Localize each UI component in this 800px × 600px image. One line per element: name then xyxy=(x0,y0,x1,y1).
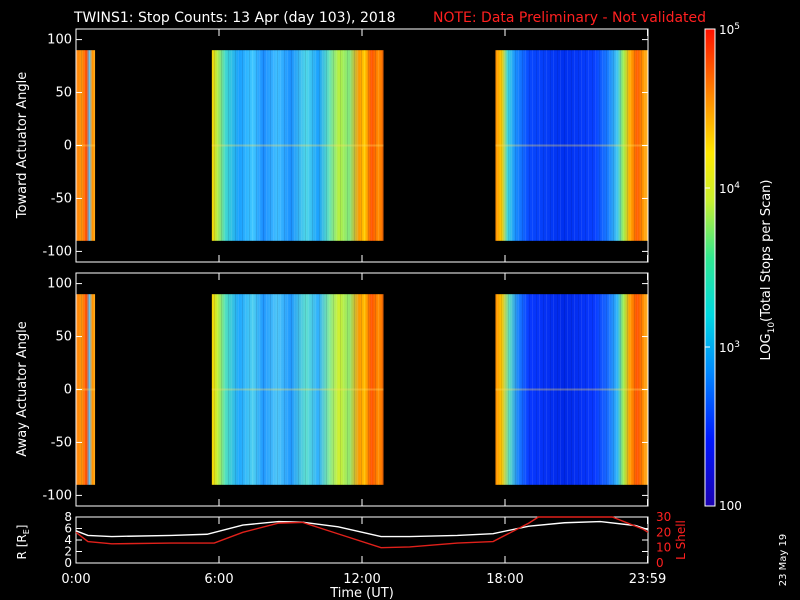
toward-heatmap-panel: 100 50 0 -50 -100 xyxy=(42,28,649,263)
y-tick-label: 0 xyxy=(64,139,72,154)
y-tick-label: -100 xyxy=(42,244,72,259)
y2-tick-label: 20 xyxy=(656,525,671,539)
x-tick-label: 12:00 xyxy=(343,572,380,587)
orbit-r-close: ] xyxy=(15,525,29,530)
orbit-r-main: R [R xyxy=(15,534,29,559)
y-tick-label: 50 xyxy=(55,86,72,101)
y-tick-label: 100 xyxy=(47,277,72,292)
colorbar xyxy=(704,28,716,507)
toward-ylabel: Toward Actuator Angle xyxy=(15,72,30,219)
date-stamp: 23 May 19 xyxy=(778,534,789,586)
heatmap-block-texture xyxy=(211,294,384,485)
colorbar-label: LOG10(Total Stops per Scan) xyxy=(759,180,777,361)
y2-tick-label: 0 xyxy=(656,556,664,570)
y-tick-label: 8 xyxy=(64,510,72,524)
colorbar-label-main: LOG xyxy=(759,333,774,360)
colorbar-tick-label: 103 xyxy=(719,340,740,355)
colorbar-tick-exp: 4 xyxy=(734,181,740,191)
orbit-r-ylabel: R [RE] xyxy=(15,525,31,560)
colorbar-tick-base: 10 xyxy=(719,23,734,37)
y-tick-label: -50 xyxy=(51,191,72,206)
y-tick-label: -100 xyxy=(42,488,72,503)
y-tick-label: -50 xyxy=(51,435,72,450)
x-tick-label: 0:00 xyxy=(61,572,90,587)
orbit-r-sub: E xyxy=(22,529,31,534)
colorbar-tick-exp: 5 xyxy=(734,22,740,32)
y-tick-label: 2 xyxy=(64,545,72,559)
lshell-line xyxy=(75,516,649,549)
y-tick-label: 0 xyxy=(64,383,72,398)
x-tick-label: 6:00 xyxy=(204,572,233,587)
heatmap-block-texture xyxy=(495,294,648,485)
x-tick-label: 23:59 xyxy=(629,572,666,587)
heatmap-block-texture xyxy=(211,50,384,241)
chart-title: TWINS1: Stop Counts: 13 Apr (day 103), 2… xyxy=(73,10,396,26)
colorbar-label-rest: (Total Stops per Scan) xyxy=(759,180,774,322)
colorbar-tick-label: 100 xyxy=(719,499,742,513)
colorbar-tick-label: 104 xyxy=(719,181,740,196)
colorbar-tick-base: 10 xyxy=(719,182,734,196)
preliminary-note: NOTE: Data Preliminary - Not validated xyxy=(433,10,706,26)
colorbar-tick-base: 10 xyxy=(719,341,734,355)
x-tick-label: 18:00 xyxy=(486,572,523,587)
y-tick-label: 0 xyxy=(64,556,72,570)
time-xlabel: Time (UT) xyxy=(329,586,394,600)
y-tick-label: 100 xyxy=(47,33,72,48)
colorbar-tick-exp: 3 xyxy=(734,340,740,350)
heatmap-block-texture xyxy=(76,50,96,241)
away-heatmap-panel: 100 50 0 -50 -100 xyxy=(42,272,649,507)
y-tick-label: 6 xyxy=(64,522,72,536)
colorbar-label-sub: 10 xyxy=(767,322,777,334)
colorbar-tick-base: 100 xyxy=(719,499,742,513)
colorbar-tick-label: 105 xyxy=(719,22,740,37)
y2-tick-label: 30 xyxy=(656,510,671,524)
orbit-lshell-ylabel: L Shell xyxy=(674,520,688,560)
y2-tick-label: 10 xyxy=(656,541,671,555)
y-tick-label: 50 xyxy=(55,330,72,345)
radius-line xyxy=(75,520,649,538)
y-tick-label: 4 xyxy=(64,533,72,547)
away-ylabel: Away Actuator Angle xyxy=(15,321,30,456)
heatmap-block-texture xyxy=(495,50,648,241)
heatmap-block-texture xyxy=(76,294,96,485)
